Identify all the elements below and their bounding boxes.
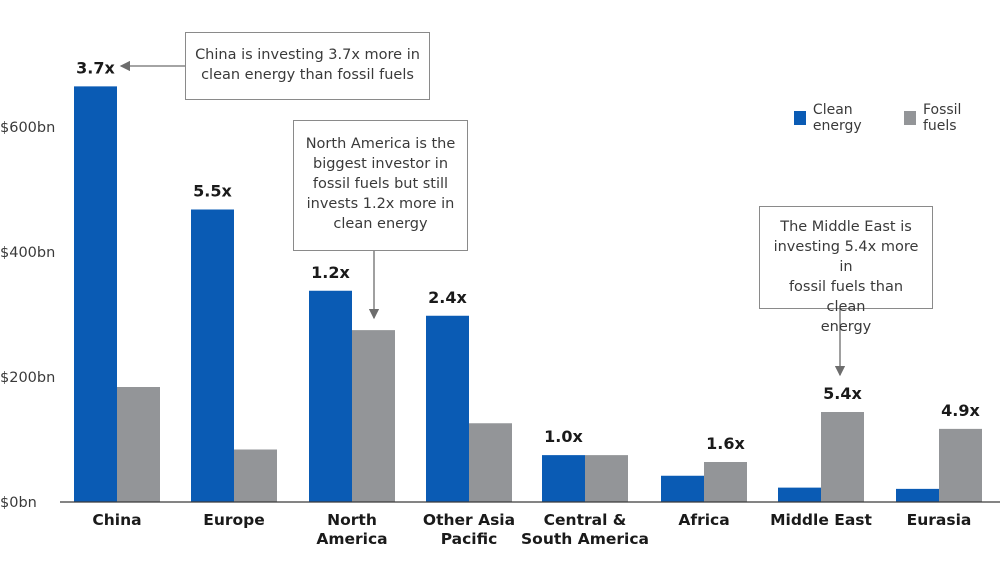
bar-fossil-fuels — [234, 449, 277, 502]
bar-clean-energy — [896, 488, 939, 502]
category-label: China — [92, 511, 141, 529]
category-label: North — [327, 511, 377, 529]
bar-clean-energy — [74, 86, 117, 502]
y-tick-label: $600bn — [0, 120, 55, 136]
ratio-label: 5.4x — [823, 384, 862, 403]
category-label: Europe — [203, 511, 265, 529]
callout-middle-east: The Middle East is investing 5.4x more i… — [759, 206, 933, 335]
ratio-label: 1.2x — [311, 263, 350, 282]
callout-north-america-line: clean energy — [333, 216, 428, 232]
callout-north-america: North America is the biggest investor in… — [293, 120, 468, 251]
bar-fossil-fuels — [469, 423, 512, 502]
category-label: America — [316, 530, 387, 548]
callout-north-america-line: invests 1.2x more in — [306, 196, 455, 212]
bar-clean-energy — [191, 209, 234, 502]
category-label: Middle East — [770, 511, 872, 529]
bar-fossil-fuels — [704, 462, 747, 502]
bar-clean-energy — [309, 290, 352, 502]
y-tick-label: $400bn — [0, 245, 55, 261]
y-tick-label: $0bn — [0, 495, 37, 511]
bar-clean-energy — [661, 475, 704, 502]
bar-clean-energy — [778, 487, 821, 502]
ratio-label: 4.9x — [941, 401, 980, 420]
category-label: Eurasia — [907, 511, 972, 529]
ratio-label: 5.5x — [193, 182, 232, 201]
category-label: Central & — [544, 511, 627, 529]
legend-swatch-fossil-fuels — [904, 111, 916, 125]
callout-north-america-line: fossil fuels but still — [312, 176, 449, 192]
legend: Clean energy Fossil fuels — [794, 102, 1000, 134]
y-tick-label: $200bn — [0, 370, 55, 386]
callout-north-america-line: biggest investor in — [312, 156, 449, 172]
legend-label-clean-energy: Clean energy — [812, 102, 862, 134]
legend-item-clean-energy: Clean energy — [794, 102, 892, 134]
category-label: Pacific — [441, 530, 498, 548]
bar-fossil-fuels — [939, 428, 982, 502]
legend-swatch-clean-energy — [794, 111, 806, 125]
callout-middle-east-line: fossil fuels than clean — [788, 279, 904, 315]
bar-fossil-fuels — [352, 330, 395, 502]
legend-item-fossil-fuels: Fossil fuels — [904, 102, 988, 134]
callout-china-line: China is investing 3.7x more in — [195, 47, 420, 63]
bar-clean-energy — [542, 455, 585, 502]
bar-fossil-fuels — [821, 412, 864, 502]
callout-north-america-line: North America is the — [305, 136, 456, 152]
bar-fossil-fuels — [117, 387, 160, 502]
callout-middle-east-line: investing 5.4x more in — [773, 239, 919, 275]
callout-middle-east-line: energy — [820, 319, 872, 335]
ratio-label: 1.0x — [544, 427, 583, 446]
ratio-label: 3.7x — [76, 58, 115, 77]
bar-fossil-fuels — [585, 455, 628, 502]
category-label: South America — [521, 530, 649, 548]
category-label: Africa — [678, 511, 729, 529]
bar-clean-energy — [426, 315, 469, 502]
callout-china: China is investing 3.7x more in clean en… — [185, 32, 430, 100]
ratio-label: 2.4x — [428, 288, 467, 307]
legend-label-fossil-fuels: Fossil fuels — [922, 102, 962, 134]
callout-middle-east-line: The Middle East is — [780, 219, 912, 235]
ratio-label: 1.6x — [706, 434, 745, 453]
category-label: Other Asia — [423, 511, 515, 529]
callout-china-line: clean energy than fossil fuels — [201, 67, 414, 83]
